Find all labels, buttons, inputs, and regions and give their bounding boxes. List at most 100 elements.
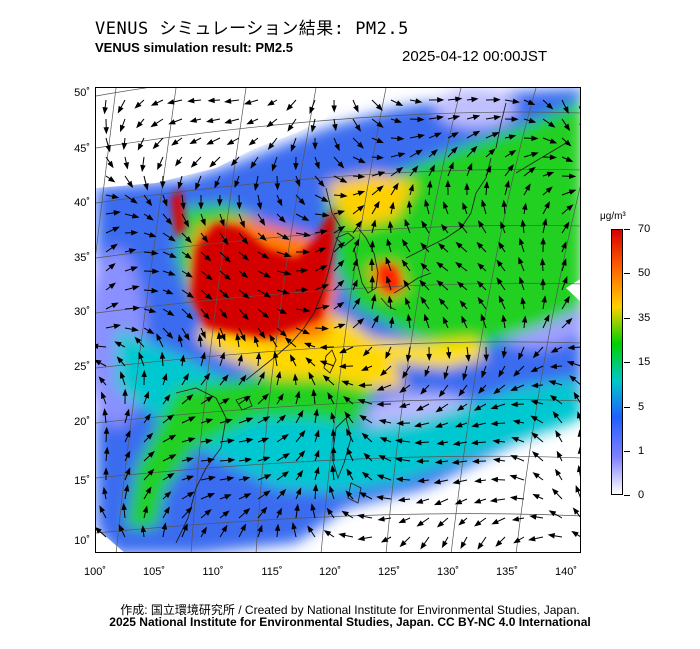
wind-arrowhead [314,466,320,475]
wind-arrowhead [312,483,319,492]
license-line: 2025 National Institute for Environmenta… [109,615,591,629]
wind-arrowhead [474,520,482,527]
wind-arrowhead [317,179,325,188]
wind-arrowhead [222,398,230,405]
wind-arrowhead [394,456,403,463]
wind-arrowhead [387,295,393,303]
wind-arrowhead [246,118,254,125]
wind-arrowhead [358,157,366,164]
wind-arrowhead [396,420,404,426]
wind-arrowhead [301,287,309,293]
wind-arrowhead [455,241,463,249]
wind-arrowhead [352,279,358,287]
wind-arrowhead [246,437,254,444]
wind-arrowhead [287,124,294,132]
wind-arrowhead [166,289,174,295]
wind-arrowhead [279,488,287,496]
wind-arrowhead [336,301,345,309]
wind-arrowhead [165,217,173,226]
wind-arrowhead [279,308,288,315]
lat-label: 15˚ [74,475,90,487]
wind-arrowhead [415,405,424,411]
wind-arrowhead [403,279,410,288]
wind-arrowhead [326,507,334,516]
wind-arrowhead [313,408,319,416]
wind-arrowhead [276,198,283,207]
wind-arrowhead [292,373,299,381]
wind-arrowhead [149,232,157,238]
wind-arrowhead [99,505,106,513]
wind-arrowhead [138,351,144,360]
wind-arrowhead [434,132,442,138]
wind-arrowhead [414,439,422,446]
wind-arrowhead [236,202,242,210]
wind-arrowhead [204,509,212,516]
wind-arrowhead [405,354,412,363]
wind-arrowhead [168,119,176,125]
wind-arrowhead [357,317,365,325]
wind-arrowhead [257,524,263,533]
wind-arrowhead [128,248,137,254]
wind-arrowhead [530,366,538,373]
wind-arrowhead [168,235,176,242]
wind-arrowhead [219,351,226,360]
wind-arrowhead [380,536,389,543]
wind-arrowhead [308,371,315,380]
wind-arrowhead [461,315,467,324]
wind-arrowhead [282,452,291,460]
wind-arrowhead [242,476,251,482]
wind-arrowhead [438,297,446,306]
wind-arrowhead [339,347,347,354]
wind-arrowhead [395,100,404,106]
wind-arrowhead [375,103,383,111]
wind-arrowhead [102,106,108,115]
wind-arrowhead [402,371,409,379]
wind-arrowhead [566,204,574,211]
wind-arrowhead [481,199,487,207]
wind-arrowhead [321,284,330,290]
wind-arrowhead [242,313,249,321]
wind-arrowhead [354,297,361,305]
wind-arrowhead [353,238,360,247]
wind-arrowhead [269,334,276,342]
wind-arrowhead [343,396,351,403]
wind-arrowhead [234,180,240,189]
wind-arrowhead [200,218,206,227]
wind-arrowhead [477,262,485,270]
wind-arrowhead [203,372,211,381]
wind-arrowhead [426,353,432,361]
wind-arrowhead [134,336,142,344]
wind-arrowhead [395,476,404,483]
lat-label: 20˚ [74,416,90,428]
colorbar-label: 0 [638,489,645,501]
credit-line: 作成: 国立環境研究所 / Created by National Instit… [120,603,580,617]
wind-arrowhead [230,158,238,167]
wind-arrowhead [237,354,243,362]
wind-arrowhead [322,212,330,218]
title-english: VENUS simulation result: PM2.5 [95,40,293,55]
wind-arrowhead [282,234,290,240]
wind-arrowhead [345,490,353,498]
wind-arrowhead [167,472,175,479]
wind-arrowhead [244,457,253,463]
wind-arrowhead [552,411,560,419]
wind-arrowhead [183,333,190,341]
wind-arrowhead [289,354,296,362]
wind-arrowhead [295,487,302,496]
wind-arrowhead [110,243,118,250]
wind-arrowhead [509,495,518,501]
wind-arrowhead [217,199,223,207]
wind-arrowhead [443,201,449,209]
wind-arrowhead [399,386,407,393]
wind-arrowhead [441,223,448,232]
wind-arrowhead [405,297,411,305]
wind-arrowhead [408,183,414,192]
wind-arrowhead [548,121,556,128]
wind-arrowhead [549,154,557,161]
wind-arrowhead [157,162,163,171]
wind-arrowhead [579,123,580,126]
wind-arrowhead [112,226,120,233]
wind-arrowhead [471,96,479,103]
wind-arrowhead [477,542,484,550]
wind-arrowhead [209,160,217,168]
